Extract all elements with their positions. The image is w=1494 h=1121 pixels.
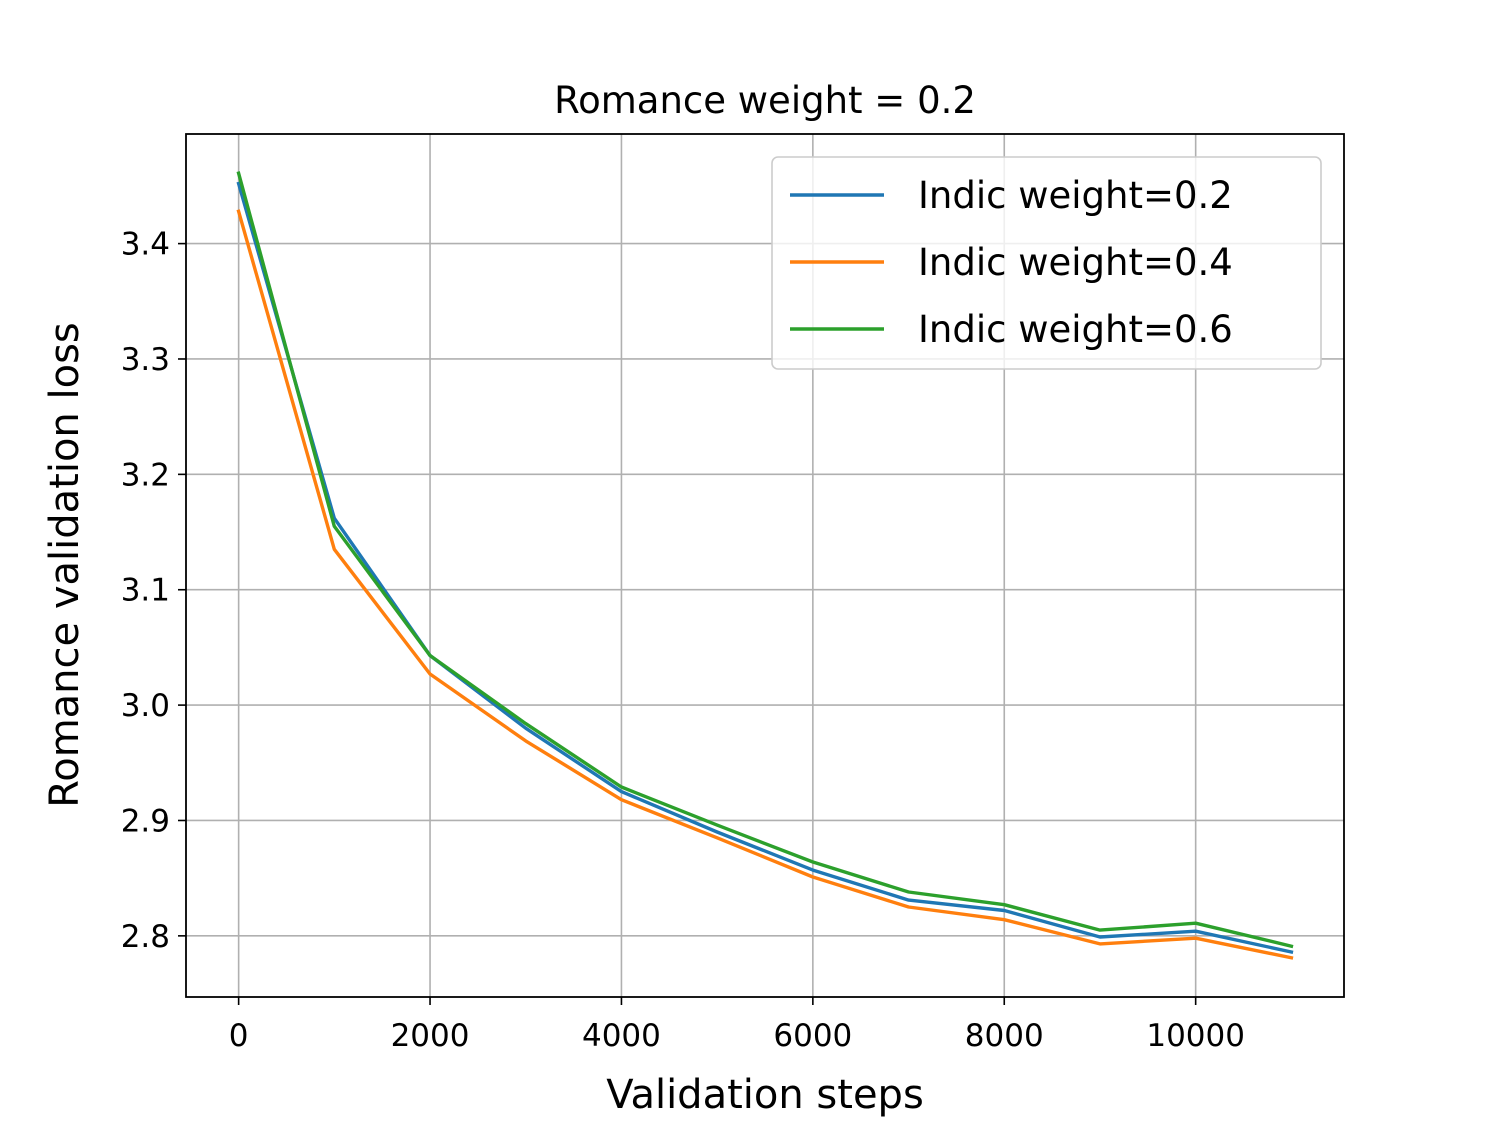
legend-label-1: Indic weight=0.2 [918,174,1233,217]
y-tick-label: 3.1 [121,573,170,609]
x-tick-label: 2000 [391,1018,470,1054]
y-tick-label: 3.3 [121,342,170,378]
y-axis-title: Romance validation loss [42,322,88,808]
x-tick-label: 10000 [1146,1018,1245,1054]
series-line-3 [236,171,1294,949]
legend-box [771,156,1322,370]
x-tick-label: 4000 [582,1018,661,1054]
x-axis: 0 2000 4000 6000 8000 10000 [229,997,1245,1054]
legend: Indic weight=0.2 Indic weight=0.4 Indic we… [771,156,1322,370]
x-tick-label: 6000 [773,1018,852,1054]
y-axis: 2.8 2.9 3.0 3.1 3.2 3.3 3.4 [121,227,186,955]
legend-label-2: Indic weight=0.4 [918,241,1233,284]
legend-label-3: Indic weight=0.6 [918,308,1233,351]
y-tick-label: 3.0 [121,688,170,724]
y-tick-label: 3.4 [121,227,170,263]
y-tick-label: 2.8 [121,919,170,955]
series-layer [236,171,1294,960]
x-tick-label: 0 [229,1018,249,1054]
x-tick-label: 8000 [965,1018,1044,1054]
series-line-2 [236,209,1294,960]
plot-frame [185,133,1345,998]
y-tick-label: 2.9 [121,803,170,839]
chart-title: Romance weight = 0.2 [554,79,976,122]
y-tick-label: 3.2 [121,457,170,493]
x-axis-title: Validation steps [606,1072,924,1118]
